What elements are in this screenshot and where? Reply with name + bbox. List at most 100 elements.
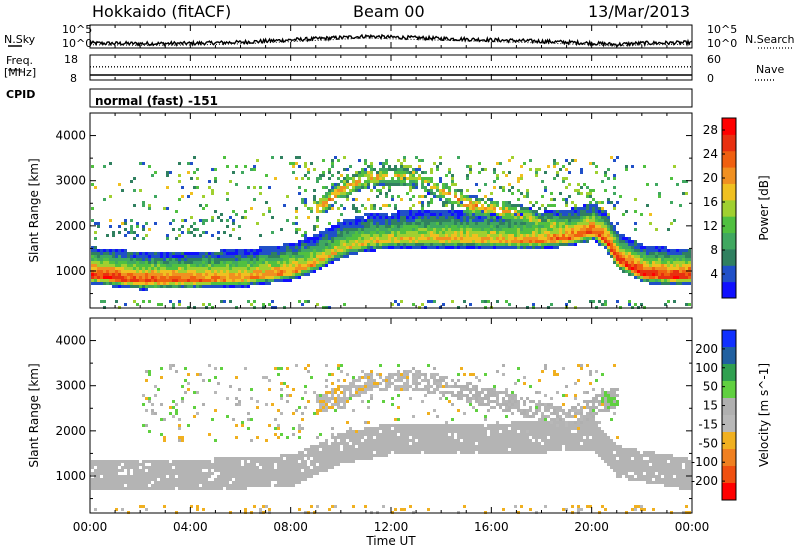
power-cell [328, 177, 331, 180]
power-cell [646, 264, 649, 267]
power-cell [559, 243, 562, 246]
velocity-cell [316, 394, 319, 397]
velocity-cell [391, 430, 394, 433]
power-cell [208, 255, 211, 258]
velocity-cell [157, 469, 160, 472]
velocity-cell [361, 391, 364, 394]
velocity-cell [334, 439, 337, 442]
power-cell [643, 270, 646, 273]
power-cell [646, 258, 649, 261]
velocity-cell [298, 427, 301, 430]
power-cell [337, 186, 340, 189]
power-cell [649, 276, 652, 279]
velocity-cell [418, 388, 421, 391]
power-cell [427, 237, 430, 240]
power-cell [337, 189, 340, 192]
power-cell [112, 231, 115, 234]
power-cell [307, 255, 310, 258]
power-cell [670, 270, 673, 273]
power-cell [400, 219, 403, 222]
power-cell [241, 285, 244, 288]
power-cell [685, 258, 688, 261]
velocity-cell [409, 424, 412, 427]
velocity-cell [223, 475, 226, 478]
power-cell [127, 270, 130, 273]
velocity-cell [319, 463, 322, 466]
power-cell [670, 177, 673, 180]
velocity-cell [133, 463, 136, 466]
power-cell [235, 264, 238, 267]
velocity-cell [367, 436, 370, 439]
power-cell [172, 228, 175, 231]
power-cell [295, 273, 298, 276]
power-cell [583, 234, 586, 237]
power-cell [253, 264, 256, 267]
power-cell [91, 276, 94, 279]
velocity-cell [184, 463, 187, 466]
velocity-cell [343, 385, 346, 388]
power-cell [271, 276, 274, 279]
power-cell [142, 204, 145, 207]
velocity-cell [298, 457, 301, 460]
power-cell [175, 282, 178, 285]
power-cell [433, 240, 436, 243]
velocity-cell [112, 460, 115, 463]
velocity-cell [238, 472, 241, 475]
power-cell [613, 240, 616, 243]
power-cell [298, 186, 301, 189]
power-cell [520, 240, 523, 243]
power-cell [214, 168, 217, 171]
power-cell [508, 228, 511, 231]
velocity-cell [136, 463, 139, 466]
power-cell [322, 249, 325, 252]
power-cell [109, 279, 112, 282]
velocity-cell [403, 427, 406, 430]
power-cell [556, 240, 559, 243]
power-cell [286, 264, 289, 267]
power-cell [616, 261, 619, 264]
power-cell [682, 279, 685, 282]
power-cell [115, 276, 118, 279]
power-cell [649, 255, 652, 258]
power-cell [391, 177, 394, 180]
power-cell [361, 234, 364, 237]
power-cell [505, 225, 508, 228]
velocity-cell [262, 481, 265, 484]
power-cell [400, 213, 403, 216]
power-cell [361, 228, 364, 231]
velocity-cell [358, 385, 361, 388]
velocity-cell [169, 472, 172, 475]
power-cell [193, 234, 196, 237]
velocity-cell [193, 478, 196, 481]
velocity-cell [151, 466, 154, 469]
power-cell [325, 240, 328, 243]
power-cell [361, 171, 364, 174]
power-cell [340, 249, 343, 252]
power-cell [556, 162, 559, 165]
power-cell [370, 204, 373, 207]
velocity-cell [271, 457, 274, 460]
velocity-cell [382, 379, 385, 382]
power-cell [118, 273, 121, 276]
velocity-cell [358, 388, 361, 391]
power-cell [274, 273, 277, 276]
power-cell [94, 255, 97, 258]
power-cell [484, 213, 487, 216]
velocity-cell [172, 472, 175, 475]
power-cell [523, 225, 526, 228]
power-cell [100, 279, 103, 282]
power-cell [124, 267, 127, 270]
velocity-cell [217, 466, 220, 469]
power-cell [337, 171, 340, 174]
power-cell [313, 243, 316, 246]
power-cell [361, 243, 364, 246]
power-cell [430, 228, 433, 231]
velocity-cell [175, 409, 178, 412]
power-cell [400, 180, 403, 183]
velocity-cell [289, 454, 292, 457]
power-cell [520, 204, 523, 207]
power-cell [370, 234, 373, 237]
velocity-cell [268, 481, 271, 484]
velocity-cell [286, 367, 289, 370]
velocity-cell [187, 475, 190, 478]
